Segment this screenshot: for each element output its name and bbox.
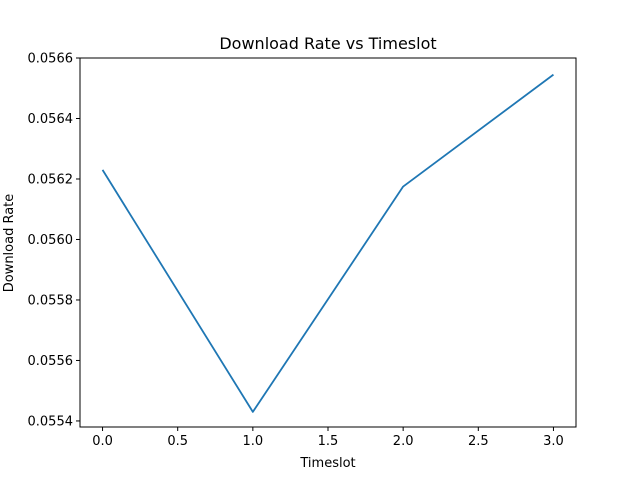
x-tick-label: 0.0 xyxy=(92,434,113,449)
y-tick-label: 0.0564 xyxy=(28,112,74,127)
y-tick-label: 0.0558 xyxy=(28,293,74,308)
x-axis-label: Timeslot xyxy=(299,456,355,471)
y-tick-label: 0.0566 xyxy=(28,52,74,67)
plot-area: 0.0 0.5 1.0 1.5 2.0 2.5 3.0 0.0554 0.0556 0.0558 0… xyxy=(28,52,577,449)
x-tick-label: 3.0 xyxy=(543,434,564,449)
x-tick-label: 0.5 xyxy=(167,434,188,449)
x-tick-label: 1.5 xyxy=(318,434,339,449)
y-tick-label: 0.0556 xyxy=(28,354,74,369)
y-tick-label: 0.0560 xyxy=(28,233,74,248)
chart-title: Download Rate vs Timeslot xyxy=(219,34,436,53)
series-line xyxy=(101,73,554,413)
x-tick-label: 1.0 xyxy=(243,434,264,449)
x-tick-label: 2.0 xyxy=(393,434,414,449)
x-tick-label: 2.5 xyxy=(468,434,489,449)
y-tick-label: 0.0562 xyxy=(28,172,74,187)
y-axis-label: Download Rate xyxy=(2,194,17,293)
y-tick-label: 0.0554 xyxy=(28,414,74,429)
